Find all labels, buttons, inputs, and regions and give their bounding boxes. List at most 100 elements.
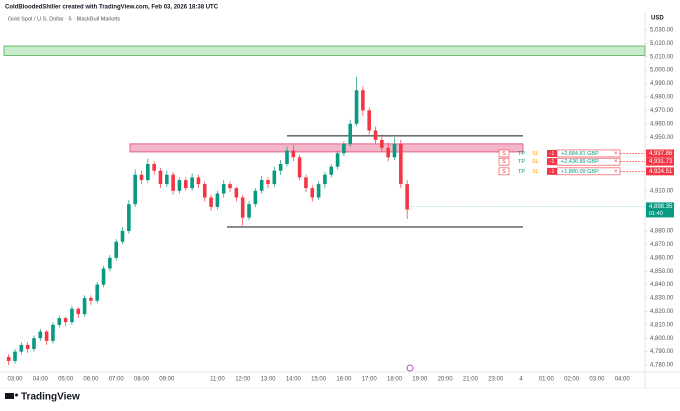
currency: USD [651,16,664,22]
y-tick-label: 4,870.00 [650,242,674,248]
y-tick-label: 4,950.00 [650,135,674,141]
candle-body [348,123,353,144]
y-tick-label: 4,850.00 [650,269,674,275]
candle-body [171,174,175,191]
candle-body [165,174,169,185]
y-tick-label: 4,880.00 [650,229,674,235]
candle-body [6,356,11,362]
candle-body [215,193,220,207]
order-pnl-box [556,157,621,166]
candle-body [361,90,365,111]
x-tick-label: 04:00 [615,377,631,383]
last-price-bg [646,202,674,218]
candle-body [329,166,334,175]
candle-body [19,344,24,352]
logo-mark [5,393,14,399]
order-side-box [498,157,510,166]
order-price-bg [646,167,674,176]
x-tick-label: 13:00 [260,377,276,383]
y-tick-label: 4,860.00 [650,255,674,261]
candle-body [89,298,93,301]
event-icon[interactable] [406,364,414,372]
order-side-box [498,149,510,158]
order-qty: -1 [550,169,555,175]
candle-body [146,163,150,181]
y-tick-label: 4,780.00 [650,363,674,369]
candle-body [202,184,207,198]
y-tick-label: 4,980.00 [650,95,674,101]
x-tick-label: 19:00 [412,377,428,383]
order-price: 4,937.86 [649,151,673,157]
order-qty: -1 [550,159,555,165]
order-price-bg [646,149,674,158]
order-qty: -1 [550,151,555,157]
candle-body [386,147,390,158]
x-tick-label: 4 [519,377,523,383]
y-tick-label: 5,000.00 [650,68,674,74]
order-row[interactable]: S TP SL -1 +2,436.89 GBP × [498,157,621,166]
candle-body [114,241,118,258]
order-price: 4,931.73 [649,159,673,165]
y-tick-label: 4,790.00 [650,349,674,355]
y-tick-label: 4,970.00 [650,108,674,114]
candle-body [51,324,55,341]
order-pnl-box [556,149,621,158]
x-tick-label: 11:00 [210,377,225,383]
candle-body [392,143,397,158]
logo: TradingView [5,392,80,403]
order-row[interactable]: S TP SL -1 +1,880.09 GBP × [498,167,621,176]
candle-body [285,150,289,164]
candle-body [38,331,43,339]
x-tick-label: 07:00 [109,377,125,383]
candle-body [70,308,74,323]
order-tp: TP [518,151,525,157]
countdown: 01:40 [649,211,663,217]
order-row[interactable]: S TP SL -1 +2,884.81 GBP × [498,149,621,158]
candle-body [152,163,156,171]
order-side: S [502,151,506,157]
order-close: × [614,151,618,157]
y-tick-label: 4,810.00 [650,322,674,328]
candle-body [139,174,144,181]
candle-body [76,308,81,315]
x-tick-label: 03:00 [589,377,605,383]
candle-body [120,231,125,242]
order-pnl-box [556,167,621,176]
candle-body [101,268,106,285]
candle-body [13,351,17,362]
candle-body [335,153,340,167]
candle-body [253,190,258,205]
x-tick-label: 02:00 [564,377,580,383]
x-tick-label: 03:00 [7,377,23,383]
order-price: 4,924.51 [649,169,673,175]
y-tick-label: 4,830.00 [650,296,674,302]
candle-body [310,188,315,198]
candle-body [304,177,308,189]
order-side-box [498,167,510,176]
x-tick-label: 15:00 [311,377,327,383]
candle-body [266,180,270,185]
candle-body [367,110,371,131]
x-tick-label: 08:00 [134,377,150,383]
x-tick-label: 14:00 [286,377,302,383]
x-tick-label: 05:00 [58,377,74,383]
x-tick-label: 09:00 [159,377,175,383]
x-tick-label: 21:00 [463,377,479,383]
candle-body [190,177,194,189]
y-tick-label: 4,960.00 [650,121,674,127]
candle-body [95,284,100,301]
candle-body [25,344,30,349]
x-tick-label: 06:00 [83,377,99,383]
candle-body [259,180,264,191]
y-tick-label: 5,030.00 [650,28,674,34]
order-sl: SL [532,169,539,175]
candle-body [183,180,188,189]
x-tick-label: 18:00 [387,377,403,383]
zone [129,143,524,153]
order-sl: SL [532,159,539,165]
symbol: Gold Spot / U.S. Dollar · 5 · BlackBull … [8,16,120,22]
candle-body [247,204,251,218]
logo-dot [15,393,18,397]
candle-body [342,143,346,154]
